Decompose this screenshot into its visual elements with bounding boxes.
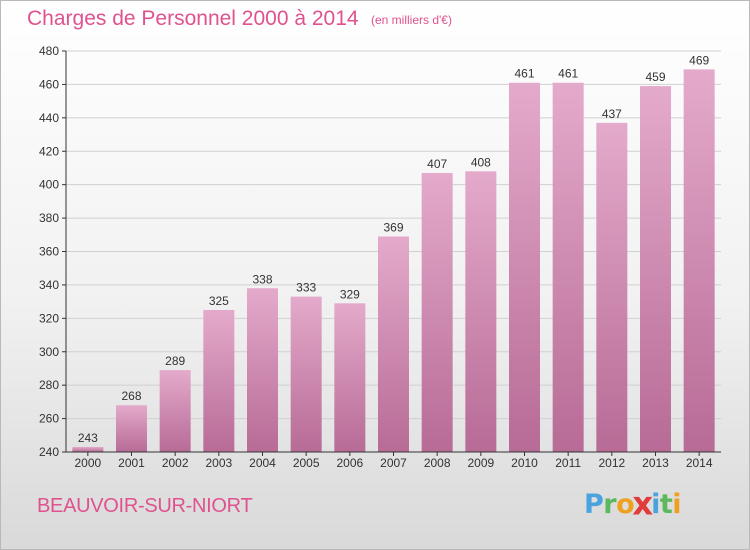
data-label: 333: [296, 281, 316, 295]
x-tick-label: 2012: [598, 456, 625, 470]
data-label: 329: [340, 287, 360, 301]
bar-2001: [116, 405, 147, 452]
x-tick-label: 2005: [293, 456, 320, 470]
y-tick-label: 380: [39, 211, 59, 225]
x-tick-label: 2007: [380, 456, 407, 470]
bar-2000: [72, 446, 104, 452]
logo-letter: o: [616, 489, 635, 520]
y-tick-label: 320: [39, 311, 59, 325]
x-tick-label: 2011: [555, 456, 581, 470]
data-label: 338: [252, 272, 272, 286]
y-tick-label: 420: [39, 144, 59, 158]
bar-2009: [465, 171, 497, 453]
bar-2002: [159, 370, 191, 452]
place-name: BEAUVOIR-SUR-NIORT: [37, 495, 253, 517]
bar-2010: [509, 82, 540, 452]
x-tick-label: 2009: [467, 456, 494, 470]
x-tick-label: 2014: [686, 456, 713, 470]
y-tick-label: 280: [39, 378, 59, 392]
bars: 243 268 289 325 338 333 329 369 407 408 461 461 437 4…: [72, 53, 715, 453]
bar-2005: [290, 296, 322, 452]
x-tick-label: 2001: [118, 456, 145, 470]
bar-2007: [378, 236, 409, 452]
data-label: 437: [602, 107, 622, 121]
bar-2006: [334, 303, 366, 452]
bar-2008: [421, 172, 453, 453]
bar-2003: [203, 309, 235, 452]
logo-letter: t: [659, 489, 673, 520]
y-tick-label: 480: [39, 44, 59, 58]
x-tick-label: 2002: [162, 456, 189, 470]
x-tick-label: 2003: [205, 456, 232, 470]
data-label: 268: [121, 389, 141, 403]
data-label: 407: [427, 157, 447, 171]
y-tick-label: 260: [39, 412, 59, 426]
bar-2014: [683, 69, 715, 453]
y-tick-label: 400: [39, 178, 59, 192]
x-tick-label: 2010: [511, 456, 538, 470]
bar-2012: [596, 122, 628, 453]
y-tick-label: 240: [39, 445, 59, 459]
axes: 240 260 280 300 320 340 360 380 400 420 440 460 480 2…: [39, 44, 721, 470]
y-tick-label: 300: [39, 345, 59, 359]
x-tick-label: 2006: [336, 456, 363, 470]
data-label: 459: [645, 70, 665, 84]
y-tick-label: 340: [39, 278, 59, 292]
y-tick-label: 440: [39, 111, 59, 125]
data-label: 369: [383, 220, 403, 234]
bar-2004: [247, 288, 278, 452]
data-label: 289: [165, 354, 185, 368]
logo-letter: i: [672, 489, 682, 520]
x-tick-label: 2000: [74, 456, 101, 470]
data-label: 469: [689, 53, 709, 67]
y-tick-label: 460: [39, 77, 59, 91]
logo-letter: x: [632, 485, 653, 524]
data-label: 461: [514, 67, 534, 81]
logo-letter: r: [603, 489, 617, 520]
data-label: 408: [471, 155, 491, 169]
logo-letter: P: [584, 489, 604, 520]
x-tick-label: 2008: [424, 456, 451, 470]
logo-letter: i: [651, 489, 660, 520]
data-label: 325: [209, 294, 229, 308]
data-label: 461: [558, 67, 578, 81]
bar-2013: [640, 86, 671, 453]
chart-title: Charges de Personnel 2000 à 2014: [27, 7, 359, 30]
chart-subtitle: (en milliers d'€): [371, 13, 452, 27]
data-label: 243: [78, 431, 98, 445]
proxiti-logo: Proxiti: [584, 485, 682, 524]
bar-2011: [552, 82, 584, 452]
y-tick-label: 360: [39, 245, 59, 259]
x-tick-label: 2013: [642, 456, 669, 470]
x-tick-label: 2004: [249, 456, 276, 470]
